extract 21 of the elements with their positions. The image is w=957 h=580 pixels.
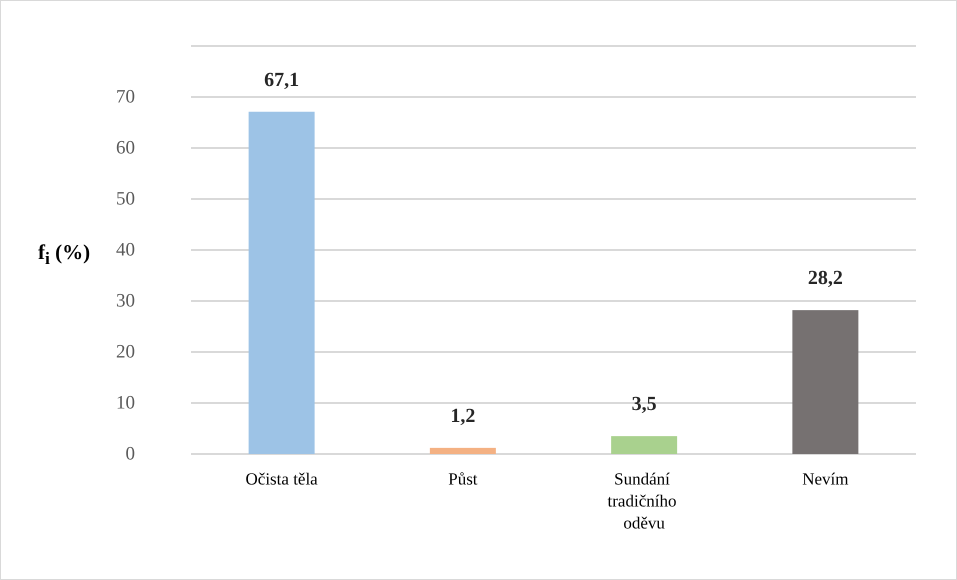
bar bbox=[248, 112, 315, 454]
x-tick-label: Nevím bbox=[802, 470, 849, 488]
bar bbox=[430, 448, 496, 454]
x-tick-label: Půst bbox=[448, 470, 478, 488]
data-label: 1,2 bbox=[450, 404, 476, 427]
x-tick-label: Sundání tradičního oděvu bbox=[608, 470, 681, 532]
y-tick-label: 30 bbox=[116, 290, 135, 312]
y-tick-label: 60 bbox=[116, 138, 135, 158]
y-tick-label: 70 bbox=[116, 86, 135, 108]
data-label: 67,1 bbox=[264, 68, 300, 91]
y-tick-label: 40 bbox=[116, 240, 135, 260]
bar bbox=[611, 436, 678, 454]
data-label: 3,5 bbox=[632, 393, 657, 416]
y-tick-label: 0 bbox=[126, 444, 135, 464]
x-tick-label: Očista těla bbox=[246, 470, 318, 488]
data-label: 28,2 bbox=[808, 267, 843, 290]
y-axis-title: f$_{i}$ (%) bbox=[38, 240, 90, 270]
y-tick-label: 50 bbox=[116, 188, 135, 210]
y-tick-label: 20 bbox=[116, 342, 135, 362]
bar bbox=[792, 310, 858, 454]
y-tick-label: 10 bbox=[116, 392, 135, 414]
